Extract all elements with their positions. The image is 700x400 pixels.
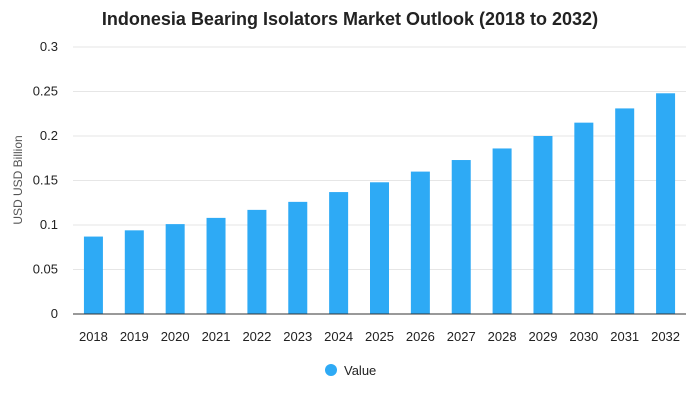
y-tick-label: 0.15: [33, 173, 58, 188]
x-tick-label: 2029: [529, 329, 558, 344]
x-tick-label: 2032: [651, 329, 680, 344]
bar-2024[interactable]: [329, 192, 349, 314]
x-tick-label: 2030: [569, 329, 598, 344]
x-tick-label: 2025: [365, 329, 394, 344]
y-tick-label: 0.05: [33, 262, 58, 277]
bar-2030[interactable]: [574, 122, 594, 315]
bar-2019[interactable]: [124, 230, 144, 314]
x-tick-label: 2026: [406, 329, 435, 344]
bar-2023[interactable]: [288, 201, 308, 314]
bar-2021[interactable]: [206, 217, 226, 314]
bar-2022[interactable]: [247, 209, 267, 314]
bar-2025[interactable]: [370, 182, 389, 314]
x-tick-label: 2024: [324, 329, 353, 344]
chart-title: Indonesia Bearing Isolators Market Outlo…: [102, 9, 598, 29]
legend-label-value: Value: [344, 363, 376, 378]
bar-2028[interactable]: [492, 148, 512, 314]
y-tick-label: 0: [51, 306, 58, 321]
x-tick-label: 2019: [120, 329, 149, 344]
bar-2031[interactable]: [615, 108, 635, 314]
x-tick-label: 2028: [488, 329, 517, 344]
bar-2020[interactable]: [165, 224, 185, 314]
x-tick-label: 2027: [447, 329, 476, 344]
bar-2032[interactable]: [656, 93, 676, 314]
bar-2018[interactable]: [83, 236, 103, 314]
x-tick-label: 2022: [242, 329, 271, 344]
y-tick-label: 0.2: [40, 128, 58, 143]
y-tick-label: 0.25: [33, 84, 58, 99]
legend-swatch-value: [325, 364, 337, 376]
bar-series: [83, 93, 676, 315]
bar-2027[interactable]: [451, 160, 471, 314]
x-tick-label: 2023: [283, 329, 312, 344]
y-tick-label: 0.1: [40, 217, 58, 232]
x-tick-label: 2020: [161, 329, 190, 344]
y-axis-title: USD USD Billion: [11, 135, 25, 224]
x-axis-ticks: 2018 2019 2020 2021 2022 2023 2024 2025 2026 2027…: [79, 329, 680, 344]
y-axis-ticks: 0 0.05 0.1 0.15 0.2 0.25 0.3: [33, 39, 58, 321]
x-tick-label: 2021: [202, 329, 231, 344]
bar-2029[interactable]: [533, 136, 553, 314]
x-tick-label: 2031: [610, 329, 639, 344]
bar-2026[interactable]: [410, 171, 430, 314]
x-tick-label: 2018: [79, 329, 108, 344]
legend[interactable]: Value: [325, 363, 376, 378]
y-tick-label: 0.3: [40, 39, 58, 54]
